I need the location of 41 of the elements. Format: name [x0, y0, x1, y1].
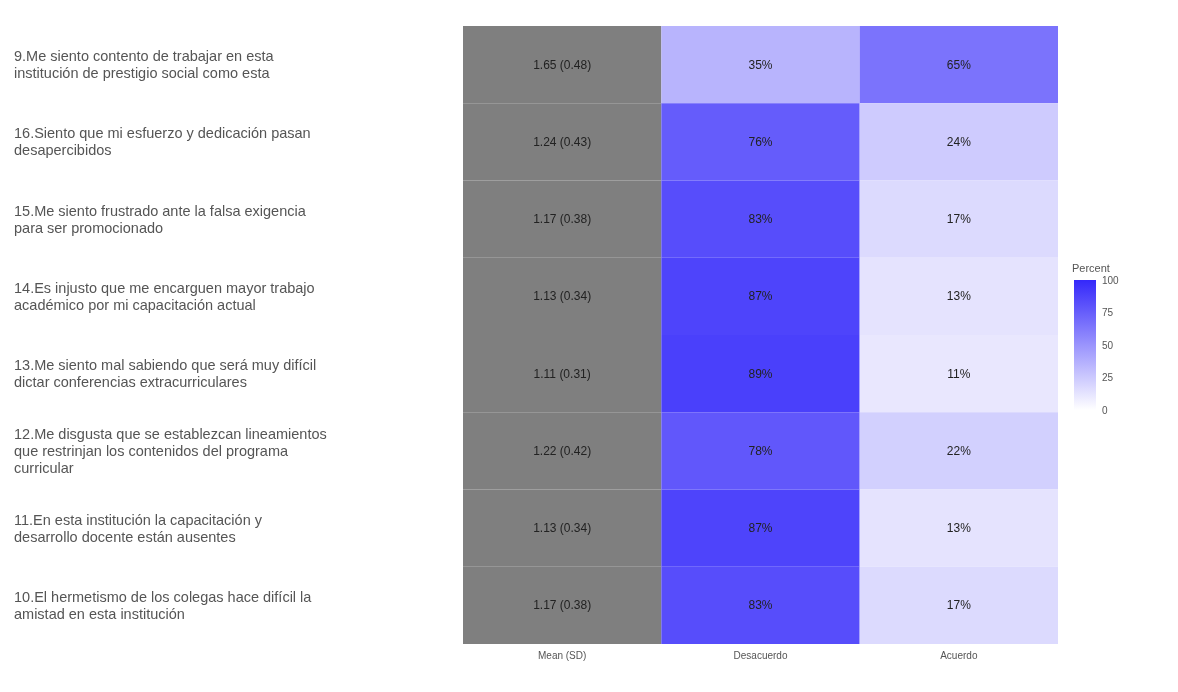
data-label: 17% [946, 598, 972, 613]
y-tick-label: 15.Me siento frustrado ante la falsa exigencia para ser promocionado [14, 202, 307, 236]
color-bar-label: 0 [1102, 404, 1108, 416]
y-tick-label: 16.Siento que mi esfuerzo y dedicación pasan desapercibidos [14, 125, 311, 159]
text: 1.22 (0.42) [533, 443, 592, 458]
x-tick-label: Desacuerdo [733, 650, 788, 662]
y-tick-label: 14.Es injusto que me encarguen mayor trabajo académico por mi capacitación actual [14, 279, 315, 313]
text: 1.13 (0.34) [533, 289, 592, 304]
data-label: 13% [946, 289, 972, 304]
text: 1.11 (0.31) [533, 366, 591, 381]
data-label: 17% [946, 212, 972, 227]
text: 1.13 (0.34) [533, 521, 592, 536]
color-bar-title: Percent [1072, 262, 1110, 274]
data-label: 11% [947, 366, 971, 381]
text: 1.17 (0.38) [533, 598, 592, 613]
text: 1.65 (0.48) [533, 57, 592, 72]
y-tick-label: 10.El hermetismo de los colegas hace difícil la amistad en esta institución [14, 588, 313, 622]
color-bar-label: 25 [1102, 372, 1114, 383]
data-label: 65% [946, 57, 972, 72]
data-label: 35% [748, 57, 773, 72]
data-label: 87% [748, 289, 773, 304]
color-bar-label: 100 [1102, 274, 1120, 286]
data-label: 76% [748, 134, 773, 149]
data-label: 89% [748, 366, 773, 381]
x-tick-label: Mean (SD) [537, 650, 587, 662]
text: 1.17 (0.38) [533, 212, 592, 227]
data-label: 13% [946, 521, 972, 536]
data-label: 78% [748, 443, 773, 458]
y-tick-label: 13.Me siento mal sabiendo que será muy difícil dictar conferencias extracurriculares [14, 357, 317, 391]
data-label: 87% [748, 521, 773, 536]
data-label: 24% [946, 134, 972, 149]
data-label: 22% [946, 443, 972, 458]
y-tick-label: 12.Me disgusta que se establezcan lineamientos que restrinjan los contenidos del programa curricular [14, 425, 327, 476]
color-bar-label: 75 [1102, 307, 1114, 318]
text: 1.24 (0.43) [533, 134, 592, 149]
data-label: 83% [748, 212, 773, 227]
y-tick-label: 9.Me siento contento de trabajar en esta institución de prestigio social como esta [14, 48, 275, 82]
color-bar-label: 50 [1102, 339, 1114, 351]
y-tick-label: 11.En esta institución la capacitación y desarrollo docente están ausentes [14, 511, 263, 545]
data-label: 83% [748, 598, 773, 613]
x-tick-label: Acuerdo [940, 650, 978, 662]
